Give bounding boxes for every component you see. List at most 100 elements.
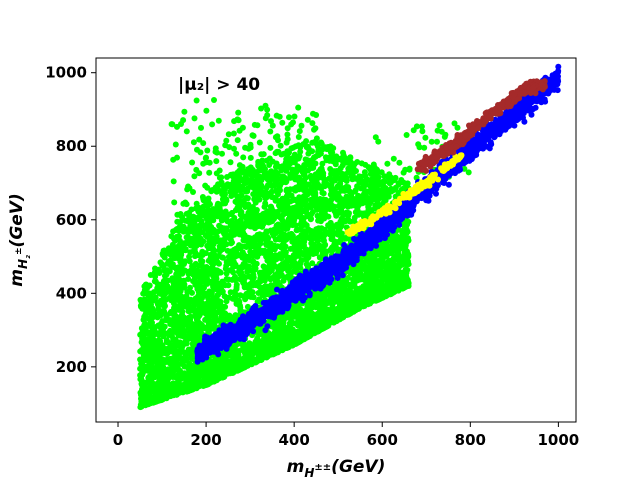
data-point-series-0: [309, 304, 316, 311]
data-point-series-0: [186, 335, 193, 342]
data-point-series-0: [366, 202, 372, 208]
data-point-series-0: [400, 253, 407, 260]
data-point-series-0: [186, 253, 193, 260]
data-point-series-0: [207, 312, 214, 319]
data-point-series-0: [224, 247, 231, 254]
data-point-series-0: [297, 258, 304, 265]
data-point-series-0: [223, 298, 230, 305]
data-point-series-0: [279, 336, 286, 343]
data-point-series-0: [233, 281, 240, 288]
data-point-series-0: [180, 355, 187, 362]
data-point-series-0: [238, 243, 245, 250]
data-point-series-0: [175, 303, 182, 309]
data-point-series-0: [286, 233, 293, 240]
data-point-series-0: [158, 350, 165, 357]
data-point-series-0: [354, 159, 361, 165]
data-point-series-0: [244, 303, 251, 310]
data-point-series-0: [328, 196, 335, 203]
data-point-series-0: [325, 144, 332, 150]
data-point-series-0: [297, 221, 304, 228]
data-point-series-0: [342, 235, 349, 242]
data-point-series-0: [276, 234, 283, 241]
data-point-series-0: [171, 366, 178, 373]
data-point-series-0: [219, 288, 226, 295]
data-point-series-0: [266, 261, 273, 268]
data-point-series-0: [216, 308, 223, 315]
data-point-series-0: [334, 313, 341, 320]
data-point-series-0: [181, 363, 188, 370]
data-point-series-0: [269, 334, 276, 341]
data-point-series-0: [289, 339, 296, 345]
data-point-series-0: [275, 273, 282, 280]
data-point-series-0: [183, 210, 190, 217]
data-point-series-0: [146, 364, 153, 371]
data-point-series-0: [250, 274, 257, 281]
data-point-series-0: [316, 233, 323, 240]
data-point-series-0: [165, 374, 172, 381]
data-point-series-0: [264, 272, 271, 279]
data-point-series-0: [334, 183, 341, 190]
data-point-series-0: [355, 290, 362, 297]
data-point-series-0: [186, 370, 193, 377]
data-point-series-0: [338, 174, 345, 181]
data-point-series-0: [313, 293, 320, 300]
data-point-series-0: [203, 213, 209, 220]
data-point-series-0: [267, 248, 274, 254]
data-point-series-0: [377, 257, 384, 264]
data-point-series-0: [183, 340, 190, 347]
data-point-series-0: [223, 262, 230, 269]
data-point-series-0: [192, 205, 199, 212]
data-point-series-0: [342, 197, 348, 204]
data-point-series-0: [153, 398, 160, 405]
data-point-series-0: [170, 336, 177, 343]
data-point-series-0: [308, 228, 315, 235]
data-point-series-0: [351, 196, 358, 203]
data-point-series-0: [340, 185, 347, 192]
data-point-series-0: [162, 290, 168, 297]
data-point-series-0: [251, 172, 258, 179]
data-point-series-0: [164, 345, 171, 352]
data-point-series-0: [144, 284, 151, 291]
data-point-series-0: [402, 226, 409, 232]
data-point-series-0: [359, 199, 366, 206]
data-point-series-0: [184, 289, 191, 295]
data-point-series-0: [159, 367, 166, 374]
data-point-series-0: [280, 277, 287, 284]
data-point-series-0: [219, 196, 226, 203]
data-point-series-0: [181, 267, 188, 274]
data-point-series-0: [166, 360, 173, 367]
data-point-series-0: [256, 278, 263, 285]
data-point-series-0: [256, 237, 263, 244]
data-point-series-0: [288, 320, 295, 327]
data-point-series-0: [365, 279, 372, 286]
data-point-series-0: [251, 263, 258, 270]
data-point-series-0: [168, 320, 175, 327]
data-point-series-0: [401, 233, 408, 240]
data-point-series-0: [380, 276, 387, 283]
data-point-series-0: [162, 296, 169, 303]
data-point-series-0: [288, 216, 295, 223]
data-point-series-0: [139, 359, 146, 366]
data-point-series-0: [289, 257, 296, 263]
data-point-series-0: [243, 244, 250, 250]
data-point-series-0: [206, 219, 213, 226]
data-point-series-0: [176, 323, 183, 330]
data-point-series-0: [337, 231, 344, 238]
data-point-series-0: [361, 190, 368, 197]
data-point-series-0: [248, 361, 255, 368]
data-point-series-0: [156, 307, 163, 314]
data-point-series-0: [216, 268, 223, 275]
data-point-series-0: [349, 294, 356, 301]
data-point-series-0: [165, 366, 172, 373]
data-point-series-0: [168, 309, 174, 315]
data-point-series-0: [221, 293, 228, 300]
data-point-series-0: [140, 290, 147, 297]
data-point-series-0: [233, 248, 240, 255]
data-point-series-0: [158, 341, 165, 348]
data-point-series-0: [336, 300, 343, 307]
data-point-series-0: [219, 254, 226, 261]
data-point-series-0: [328, 245, 335, 252]
data-point-series-0: [351, 175, 357, 182]
data-point-series-0: [300, 234, 307, 241]
